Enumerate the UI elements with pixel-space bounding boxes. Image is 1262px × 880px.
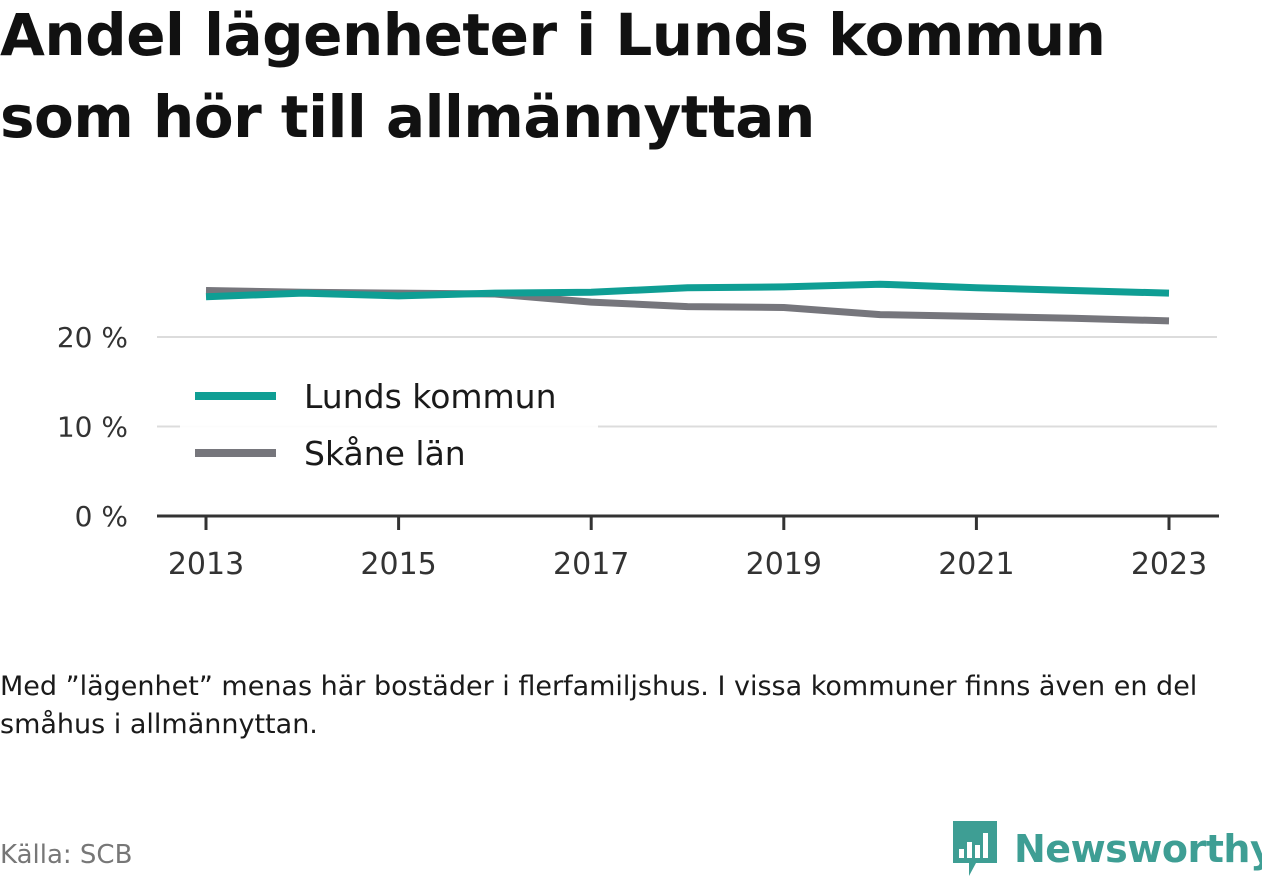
y-tick-label: 10 % <box>57 411 128 444</box>
newsworthy-logo-icon <box>953 821 997 876</box>
x-tick-label: 2019 <box>746 547 822 582</box>
x-axis: 2013 2015 2017 2019 2021 2023 <box>157 514 1219 582</box>
legend-label: Skåne län <box>304 434 466 473</box>
source-label: Källa: SCB <box>0 840 133 870</box>
legend: Lunds kommun Skåne län <box>180 366 598 486</box>
legend-background <box>180 366 598 486</box>
y-axis-tick-labels: 0 % 10 % 20 % <box>57 321 128 533</box>
brand-name: Newsworthy <box>1014 827 1262 871</box>
legend-label: Lunds kommun <box>304 377 557 416</box>
newsworthy-logo[interactable]: Newsworthy <box>950 818 1262 880</box>
y-tick-label: 0 % <box>75 500 128 533</box>
x-tick-label: 2023 <box>1131 547 1207 582</box>
x-tick-label: 2013 <box>168 547 244 582</box>
x-tick-label: 2021 <box>938 547 1014 582</box>
y-tick-label: 20 % <box>57 321 128 354</box>
line-chart: 2013 2015 2017 2019 2021 2023 0 % 10 % 20 % Lun… <box>57 280 1219 582</box>
chart-note: Med ”lägenhet” menas här bostäder i fler… <box>0 671 1198 740</box>
series-line <box>205 280 1170 301</box>
chart-title: Andel lägenheter i Lunds kommun som hör … <box>0 1 1106 151</box>
x-tick-label: 2015 <box>360 547 436 582</box>
series-lines <box>205 280 1170 325</box>
x-tick-label: 2017 <box>553 547 629 582</box>
